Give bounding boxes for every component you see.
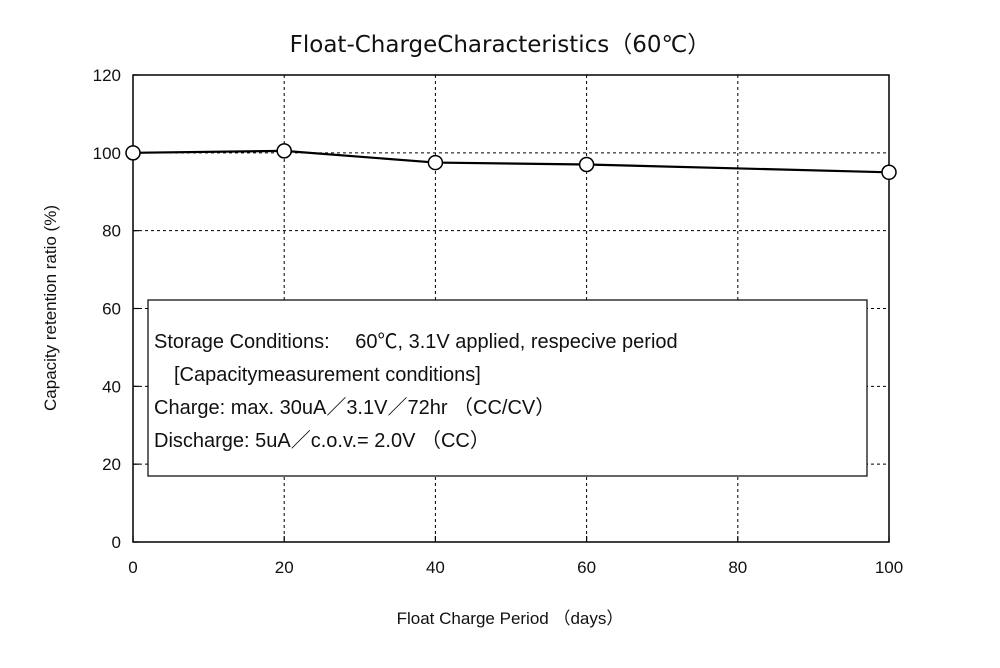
conditions-line-3: Charge: max. 30uA／3.1V／72hr （CC/CV） [154, 396, 555, 419]
y-tick-label: 40 [102, 377, 121, 396]
data-point [578, 156, 595, 173]
x-tick-label: 0 [128, 558, 137, 577]
series-line [132, 149, 890, 174]
y-tick-label: 0 [112, 533, 121, 552]
conditions-line-4: Discharge: 5uA／c.o.v.= 2.0V （CC） [154, 429, 490, 452]
conditions-line-1: Storage Conditions: 60℃, 3.1V applied, r… [154, 331, 678, 353]
y-tick-label: 20 [102, 455, 121, 474]
data-point [125, 145, 141, 161]
data-point [881, 164, 897, 181]
axis-ticks: 0 20 40 60 80 100 0 20 40 60 80 100 120 [93, 66, 904, 577]
y-tick-label: 60 [102, 300, 121, 319]
x-tick-label: 100 [875, 558, 903, 577]
y-axis-label: Capacity retention ratio (%) [41, 205, 60, 411]
conditions-box: Storage Conditions: 60℃, 3.1V applied, r… [147, 299, 868, 477]
x-tick-label: 60 [577, 558, 596, 577]
chart-title: Float-ChargeCharacteristics（60℃） [290, 32, 711, 58]
y-tick-label: 120 [93, 66, 121, 85]
x-axis-label: Float Charge Period （days） [397, 609, 624, 628]
x-tick-label: 20 [275, 558, 294, 577]
x-tick-label: 80 [728, 558, 747, 577]
data-point [427, 154, 444, 171]
data-point [276, 143, 292, 159]
conditions-line-2: [Capacitymeasurement conditions] [154, 364, 481, 386]
x-tick-label: 40 [426, 558, 445, 577]
conditions-box-frame [147, 299, 868, 477]
y-tick-label: 100 [93, 144, 121, 163]
y-tick-label: 80 [102, 222, 121, 241]
series [125, 143, 897, 181]
